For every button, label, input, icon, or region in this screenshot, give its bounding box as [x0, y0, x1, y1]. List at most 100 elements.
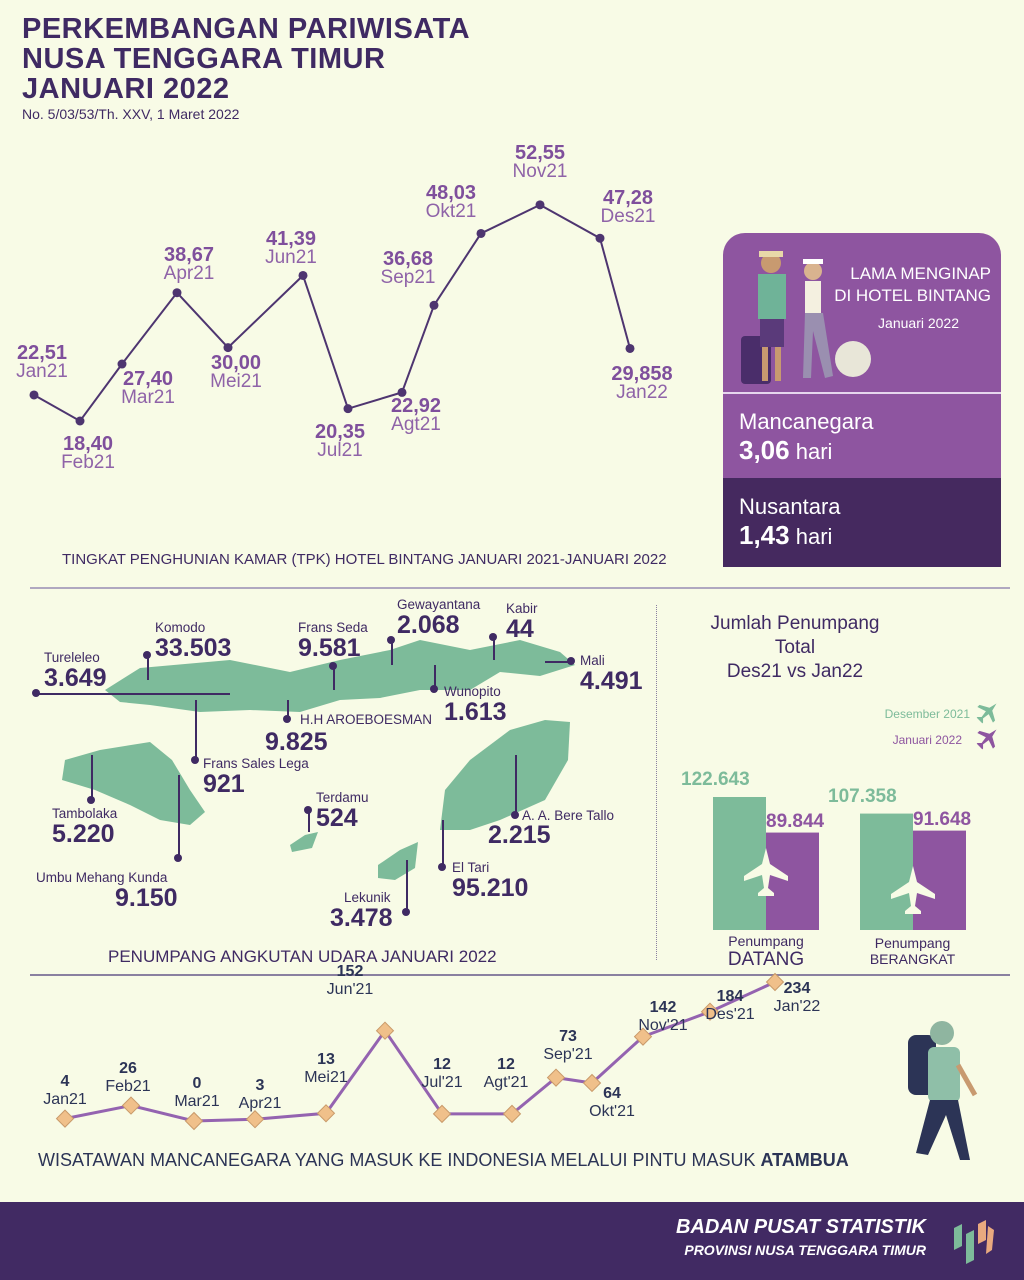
airport-value: 95.210: [452, 874, 529, 902]
bar: [713, 797, 766, 930]
leader-line: [308, 810, 310, 832]
leader-line: [178, 775, 180, 858]
leader-line: [91, 755, 93, 800]
tpk-month-label: Mar21: [121, 387, 175, 409]
unit: hari: [795, 524, 833, 549]
leader-line: [147, 655, 149, 680]
tpk-value-label: 22,92: [390, 395, 442, 418]
airport-value: 5.220: [52, 820, 115, 848]
airport-name: Terdamu: [316, 790, 369, 805]
tpk-value-label: 47,28: [602, 187, 654, 210]
airplane-icon: [976, 729, 997, 750]
category-line: Penumpang: [728, 933, 804, 949]
airport-value: 4.491: [580, 667, 643, 695]
atambua-value-label: 0: [192, 1075, 202, 1092]
atambua-month-label: Okt'21: [589, 1102, 635, 1120]
atambua-month-label: Nov'21: [638, 1016, 688, 1034]
tpk-value-label: 29,858: [611, 363, 673, 386]
leader-line: [195, 700, 197, 760]
category-line: DATANG: [727, 949, 805, 970]
vertical-divider: [656, 605, 657, 960]
airport-dot: [402, 908, 410, 916]
leader-line: [391, 640, 393, 665]
airport-tambolaka: Tambolaka 5.220: [52, 806, 117, 847]
page-title: PERKEMBANGAN PARIWISATA NUSA TENGGARA TI…: [22, 14, 470, 104]
airport-name: Tambolaka: [52, 806, 118, 821]
timor-island: [440, 720, 570, 830]
tpk-value-label: 36,68: [382, 248, 434, 271]
atambua-month-label: Jan'22: [773, 998, 821, 1015]
diamond-marker: [633, 1027, 653, 1046]
airport-value-lekunik: 3.478: [330, 904, 393, 932]
tpk-point: [75, 416, 85, 426]
airport-value-bere-tallo: 2.215: [488, 821, 551, 849]
airplane-icon: [976, 703, 997, 724]
divider: [723, 392, 1001, 394]
airport-name: Komodo: [155, 620, 206, 635]
section-divider: [30, 974, 1010, 976]
tpk-value-label: 48,03: [425, 182, 477, 205]
airport-name: Frans Seda: [298, 620, 368, 635]
atambua-month-label: Jul'21: [421, 1073, 463, 1091]
atambua-value-label: 152: [336, 962, 364, 980]
atambua-month-label: Jun'21: [326, 980, 374, 998]
diamond-marker: [245, 1110, 265, 1129]
leader-line: [442, 820, 444, 867]
tpk-value-label: 30,00: [210, 351, 262, 374]
airport-value: 33.503: [155, 634, 232, 662]
atambua-line-chart: [55, 972, 785, 1131]
airport-frans-sales-lega: Frans Sales Lega 921: [203, 756, 309, 797]
atambua-value-label: 64: [603, 1084, 621, 1102]
airport-mali: Mali 4.491: [580, 653, 643, 694]
hotel-stay-title: LAMA MENGINAP DI HOTEL BINTANG: [834, 263, 991, 307]
backpacker-illustration: [908, 1021, 978, 1160]
tpk-month-label: Apr21: [163, 262, 215, 284]
title-line: DI HOTEL BINTANG: [834, 286, 991, 305]
airport-value: 921: [203, 770, 245, 798]
leader-line: [493, 637, 495, 660]
tpk-point: [172, 288, 182, 298]
foreign-label: Mancanegara: [739, 409, 874, 434]
legend-dec-2021: Desember 2021: [884, 707, 970, 721]
leader-line: [515, 755, 517, 815]
atambua-value-label: 73: [559, 1027, 577, 1045]
tpk-month-label: Okt21: [425, 201, 477, 223]
airport-dot: [438, 863, 446, 871]
diamond-marker: [700, 1002, 720, 1021]
tpk-month-label: Jul21: [317, 439, 363, 461]
airport-name: Tureleleo: [44, 650, 100, 665]
tpk-point: [429, 300, 439, 310]
category-line: Penumpang: [874, 935, 951, 951]
leader-line: [333, 666, 335, 690]
legend-jan-2022: Januari 2022: [892, 733, 962, 747]
leader-line: [545, 661, 571, 663]
airport-gewayantana: Gewayantana 2.068: [397, 597, 480, 638]
passenger-bar-chart: [713, 703, 997, 930]
unit: hari: [795, 439, 833, 464]
tpk-month-label: Jan21: [16, 360, 68, 382]
airport-value: 3.649: [44, 664, 107, 692]
tpk-point: [535, 200, 545, 210]
tpk-point: [117, 359, 127, 369]
release-number: No. 5/03/53/Th. XXV, 1 Maret 2022: [22, 106, 240, 122]
hotel-stay-period: Januari 2022: [878, 315, 959, 331]
airplane-icon: [744, 848, 788, 896]
tpk-line-chart: [29, 200, 635, 426]
airport-value: 44: [506, 615, 534, 643]
atambua-value-label: 184: [716, 987, 744, 1005]
airport-komodo: Komodo 33.503: [155, 620, 231, 661]
tpk-month-label: Des21: [600, 206, 656, 228]
atambua-value-label: 12: [497, 1055, 515, 1073]
airport-dot: [430, 685, 438, 693]
tpk-value-label: 27,40: [122, 368, 174, 391]
atambua-month-label: Apr21: [238, 1095, 282, 1113]
tpk-month-label: Sep21: [380, 267, 436, 289]
foreign-stay: Mancanegara 3,06 hari: [739, 409, 874, 466]
airplane-icon: [891, 866, 935, 914]
domestic-stay: Nusantara 1,43 hari: [723, 478, 1001, 567]
atambua-value-label: 234: [783, 980, 811, 997]
hotel-stay-panel: LAMA MENGINAP DI HOTEL BINTANG Januari 2…: [723, 233, 1001, 567]
atambua-month-label: Feb21: [105, 1077, 151, 1095]
diamond-marker: [582, 1073, 602, 1093]
airport-dot: [511, 811, 519, 819]
